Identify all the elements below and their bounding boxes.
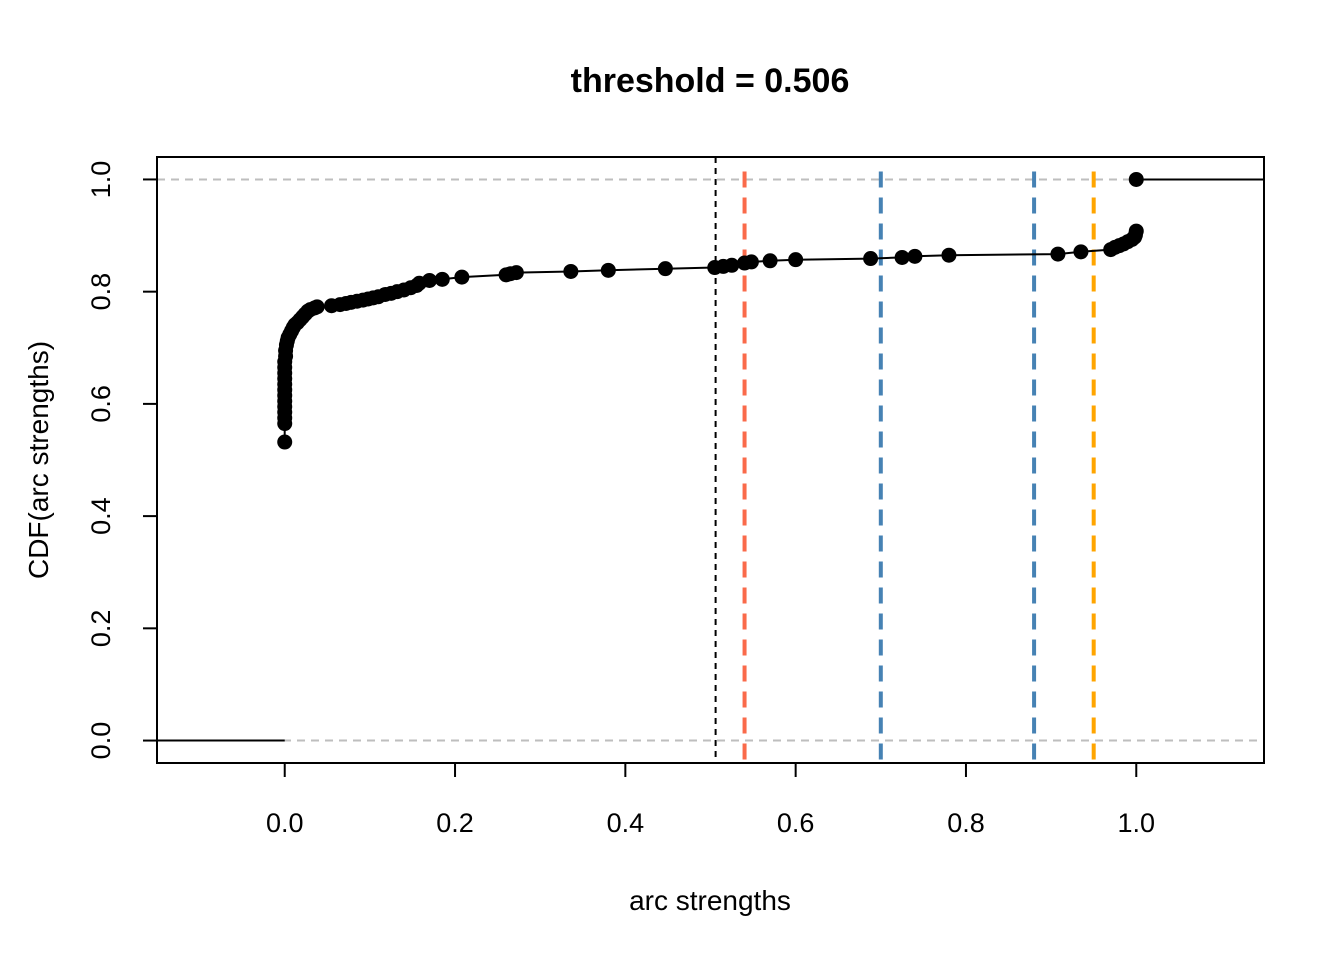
x-axis-label: arc strengths	[629, 885, 791, 916]
plot-area	[157, 157, 1264, 763]
chart-title: threshold = 0.506	[571, 62, 850, 100]
plot-frame	[156, 156, 1265, 764]
data-point	[1128, 223, 1144, 239]
x-tick-label: 1.0	[1117, 808, 1155, 838]
data-point	[1128, 171, 1144, 187]
data-point	[788, 252, 804, 268]
data-point	[894, 249, 910, 265]
data-point	[434, 271, 450, 287]
y-tick-label: 0.0	[86, 722, 116, 760]
y-tick-label: 0.4	[86, 497, 116, 535]
data-point	[907, 248, 923, 264]
x-tick-label: 0.6	[777, 808, 815, 838]
y-tick-label: 1.0	[86, 161, 116, 199]
y-tick-label: 0.2	[86, 610, 116, 648]
data-point	[724, 257, 740, 273]
x-tick-label: 0.2	[436, 808, 474, 838]
data-point	[1050, 246, 1066, 262]
x-tick-label: 0.8	[947, 808, 985, 838]
x-axis: 0.0 0.2 0.4 0.6 0.8 1.0	[266, 762, 1155, 838]
data-point	[1073, 244, 1089, 260]
data-point	[600, 262, 616, 278]
y-tick-label: 0.8	[86, 273, 116, 311]
data-point	[309, 299, 325, 315]
y-tick-label: 0.6	[86, 385, 116, 423]
data-point	[743, 254, 759, 270]
data-point	[863, 251, 879, 267]
data-point	[454, 269, 470, 285]
data-point	[563, 263, 579, 279]
y-axis-label: CDF(arc strengths)	[23, 341, 54, 579]
data-point	[508, 265, 524, 281]
data-point	[277, 434, 293, 450]
data-point	[657, 261, 673, 277]
y-axis: 0.0 0.2 0.4 0.6 0.8 1.0	[86, 161, 158, 760]
x-tick-label: 0.4	[607, 808, 645, 838]
x-tick-label: 0.0	[266, 808, 304, 838]
data-point	[941, 247, 957, 263]
data-point	[421, 272, 437, 288]
data-point	[762, 253, 778, 269]
